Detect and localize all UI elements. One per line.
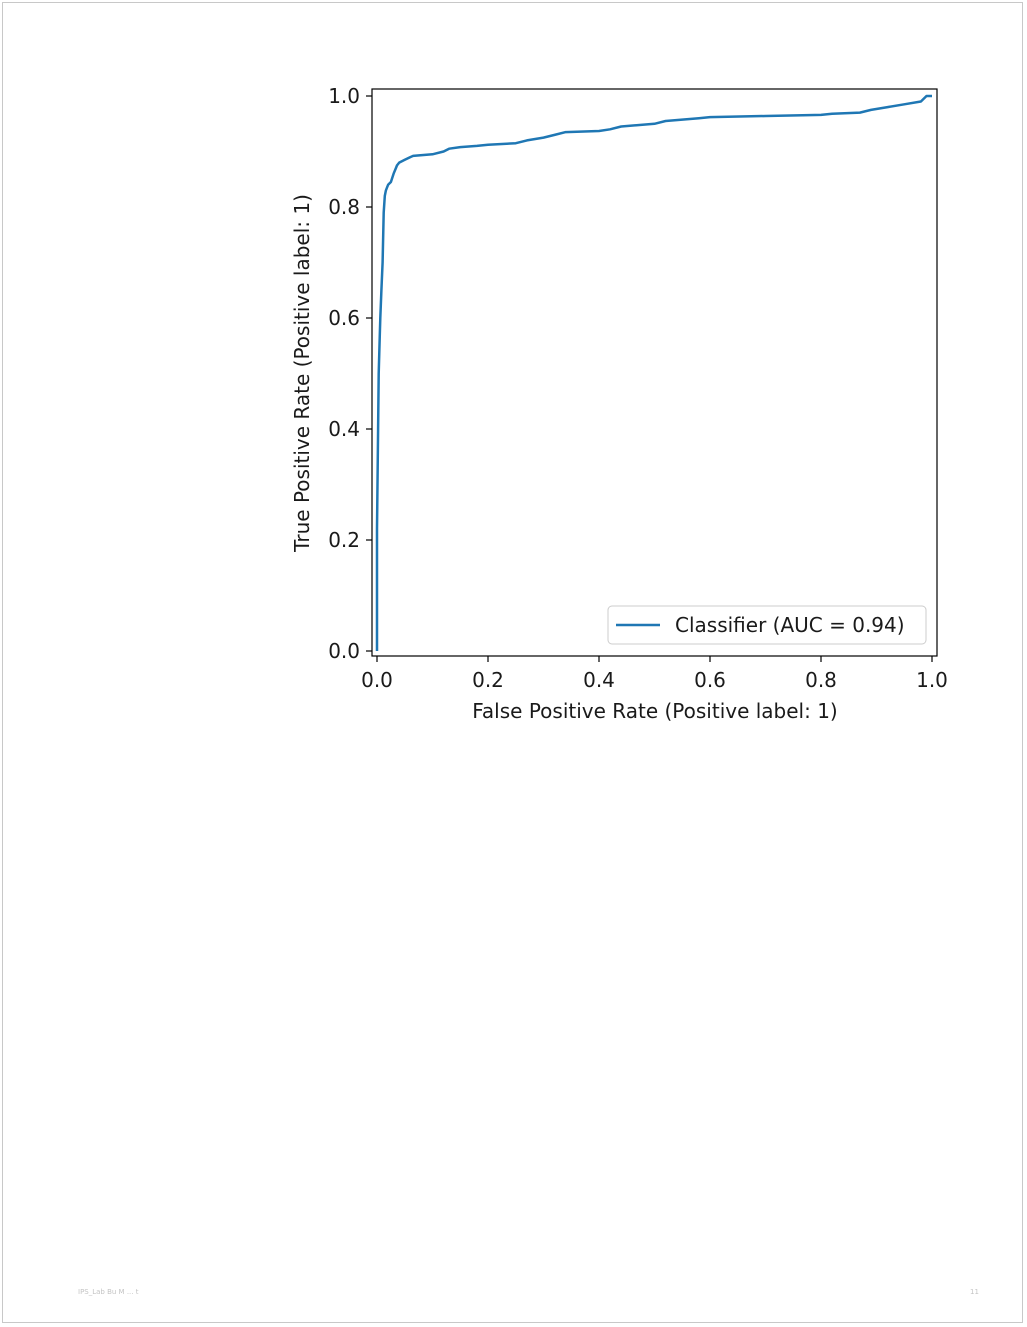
y-tick-label: 0.0 — [328, 639, 360, 663]
x-axis: 0.0 0.2 0.4 0.6 0.8 1.0 — [361, 656, 948, 692]
plot-area — [371, 88, 938, 657]
x-tick-label: 0.2 — [472, 668, 504, 692]
x-tick-label: 0.0 — [361, 668, 393, 692]
y-tick-label: 0.2 — [328, 528, 360, 552]
legend: Classifier (AUC = 0.94) — [607, 605, 927, 645]
y-tick-label: 1.0 — [328, 84, 360, 108]
footer-page-number: 11 — [970, 1288, 979, 1296]
footer-left-text: IPS_Lab Bu M ... t — [78, 1288, 139, 1296]
x-tick-label: 1.0 — [916, 668, 948, 692]
x-tick-label: 0.6 — [694, 668, 726, 692]
y-tick-label: 0.6 — [328, 306, 360, 330]
x-tick-label: 0.8 — [805, 668, 837, 692]
x-axis-label: False Positive Rate (Positive label: 1) — [472, 699, 838, 723]
x-tick-label: 0.4 — [583, 668, 615, 692]
legend-box — [607, 605, 927, 645]
y-axis: 0.0 0.2 0.4 0.6 0.8 1.0 — [328, 84, 372, 663]
y-tick-label: 0.8 — [328, 195, 360, 219]
y-axis-label: True Positive Rate (Positive label: 1) — [290, 194, 314, 553]
roc-curve-line — [375, 94, 932, 651]
y-tick-label: 0.4 — [328, 417, 360, 441]
legend-label: Classifier (AUC = 0.94) — [675, 613, 905, 637]
